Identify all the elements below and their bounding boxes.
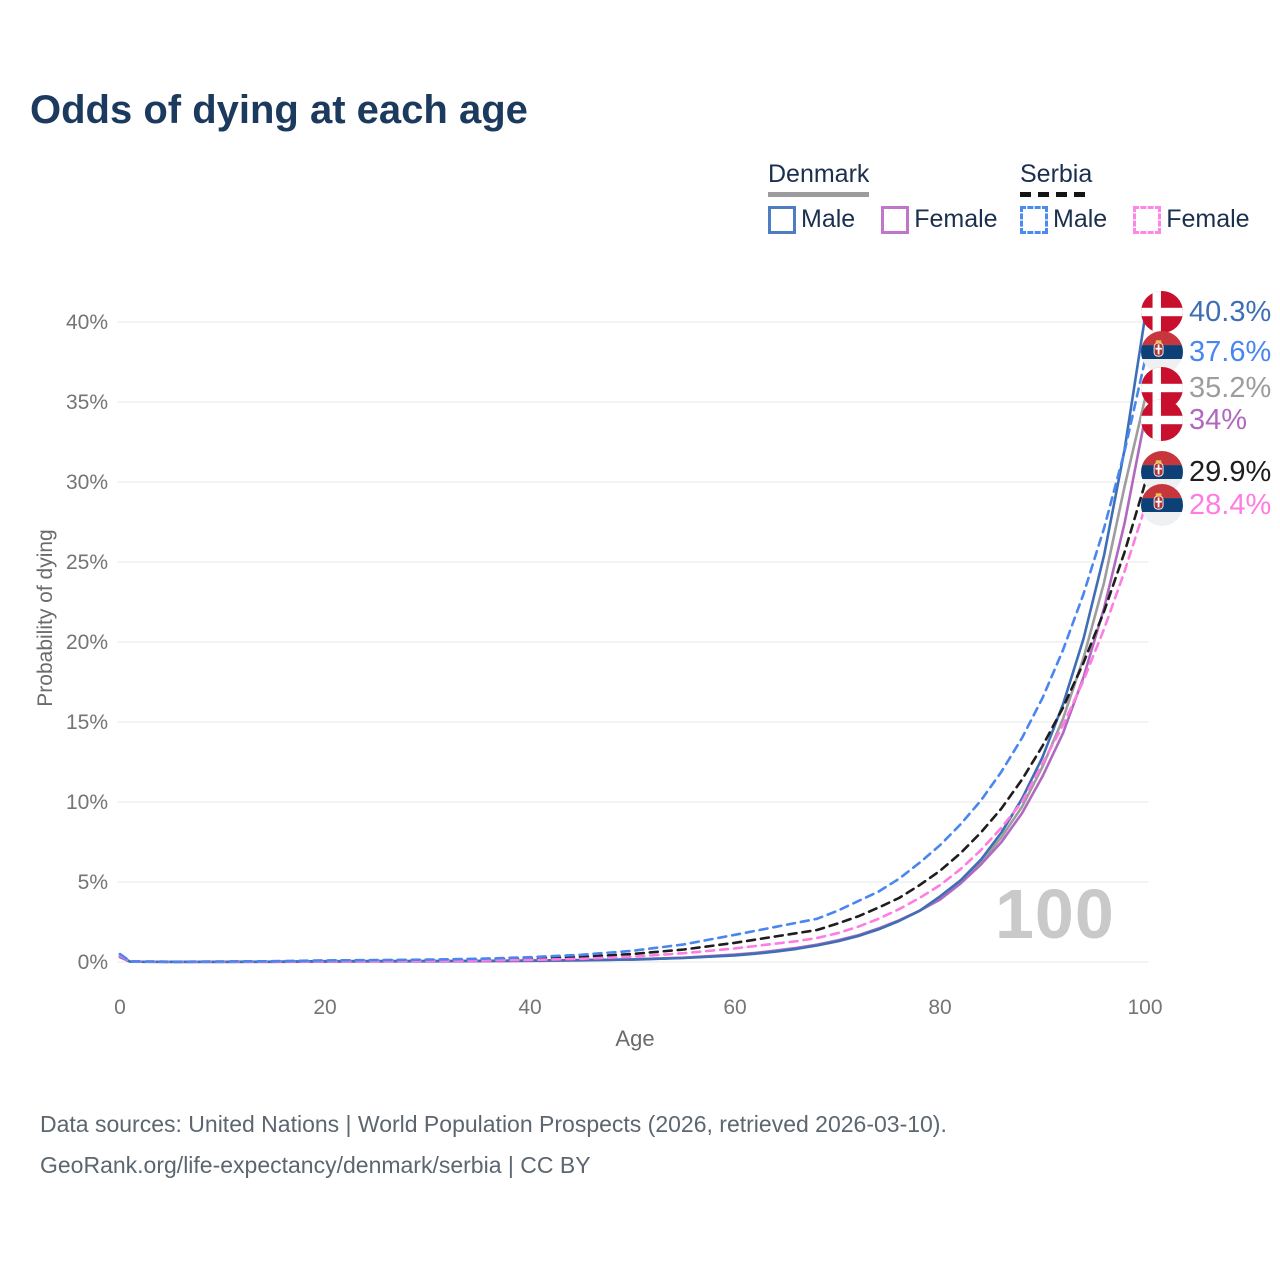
y-tick-label: 35% bbox=[66, 391, 108, 414]
end-label-value: 35.2% bbox=[1189, 371, 1272, 404]
end-label-denmark-male: 40.3% bbox=[1141, 291, 1271, 333]
end-label-value: 34% bbox=[1189, 403, 1248, 436]
end-label-serbia-male: 37.6% bbox=[1141, 331, 1271, 373]
y-tick-label: 0% bbox=[78, 951, 108, 974]
end-label-value: 28.4% bbox=[1189, 488, 1272, 521]
legend-item-serbia-male[interactable]: Male bbox=[1020, 205, 1107, 234]
y-tick-label: 25% bbox=[66, 551, 108, 574]
legend-label-serbia-male: Male bbox=[1053, 205, 1108, 233]
age-counter-watermark: 100 bbox=[995, 875, 1115, 953]
y-axis-title: Probability of dying bbox=[34, 529, 57, 707]
flag-denmark-icon bbox=[1141, 399, 1183, 441]
legend-label-denmark-male: Male bbox=[801, 205, 856, 233]
footer: Data sources: United Nations | World Pop… bbox=[40, 1104, 947, 1187]
x-axis-title: Age bbox=[615, 1026, 655, 1051]
series-line-serbia-female[interactable] bbox=[118, 506, 1147, 964]
legend-group-serbia: Serbia Male Female bbox=[1020, 160, 1250, 234]
end-label-serbia-female: 28.4% bbox=[1141, 484, 1271, 526]
x-tick-label: 80 bbox=[928, 996, 951, 1019]
series-line-denmark-male[interactable] bbox=[118, 315, 1147, 964]
y-tick-label: 40% bbox=[66, 311, 108, 334]
flag-denmark-icon bbox=[1141, 291, 1183, 333]
y-tick-label: 10% bbox=[66, 791, 108, 814]
series-line-serbia-both[interactable] bbox=[118, 482, 1147, 964]
footer-sources: Data sources: United Nations | World Pop… bbox=[40, 1111, 947, 1137]
end-label-value: 40.3% bbox=[1189, 295, 1272, 328]
end-label-denmark-both: 35.2% bbox=[1141, 367, 1271, 409]
x-tick-label: 40 bbox=[518, 996, 541, 1019]
denmark-female-swatch-icon bbox=[881, 205, 910, 234]
legend-header-serbia[interactable]: Serbia bbox=[1020, 160, 1093, 197]
flag-serbia-icon bbox=[1141, 484, 1183, 526]
x-tick-label: 0 bbox=[114, 996, 126, 1019]
legend-group-denmark: Denmark Male Female bbox=[768, 160, 998, 234]
y-tick-label: 5% bbox=[78, 871, 108, 894]
series-line-serbia-male[interactable] bbox=[118, 359, 1147, 963]
legend-title-denmark: Denmark bbox=[768, 160, 870, 188]
legend-header-denmark[interactable]: Denmark bbox=[768, 160, 870, 197]
x-tick-label: 100 bbox=[1127, 996, 1162, 1019]
legend-label-denmark-female: Female bbox=[914, 205, 998, 233]
y-tick-label: 30% bbox=[66, 471, 108, 494]
y-tick-label: 15% bbox=[66, 711, 108, 734]
footer-attribution: GeoRank.org/life-expectancy/denmark/serb… bbox=[40, 1152, 591, 1179]
legend-title-serbia: Serbia bbox=[1020, 160, 1093, 188]
legend-label-serbia-female: Female bbox=[1166, 205, 1250, 233]
flag-serbia-icon bbox=[1141, 331, 1183, 373]
end-label-value: 37.6% bbox=[1189, 335, 1272, 368]
series-line-denmark-both[interactable] bbox=[118, 397, 1147, 964]
serbia-dashed-line-swatch bbox=[1020, 192, 1093, 197]
y-tick-label: 20% bbox=[66, 631, 108, 654]
legend-item-denmark-female[interactable]: Female bbox=[881, 205, 998, 234]
end-label-value: 29.9% bbox=[1189, 455, 1272, 488]
legend-item-denmark-male[interactable]: Male bbox=[768, 205, 855, 234]
legend-item-serbia-female[interactable]: Female bbox=[1133, 205, 1250, 234]
denmark-male-swatch-icon bbox=[768, 205, 796, 234]
x-tick-label: 20 bbox=[313, 996, 336, 1019]
serbia-male-swatch-icon bbox=[1020, 205, 1048, 234]
serbia-female-swatch-icon bbox=[1133, 205, 1162, 234]
chart-title: Odds of dying at each age bbox=[30, 88, 528, 132]
end-label-denmark-female: 34% bbox=[1141, 399, 1247, 441]
denmark-solid-line-swatch bbox=[768, 192, 870, 197]
x-tick-label: 60 bbox=[723, 996, 746, 1019]
series-line-denmark-female[interactable] bbox=[118, 416, 1147, 964]
